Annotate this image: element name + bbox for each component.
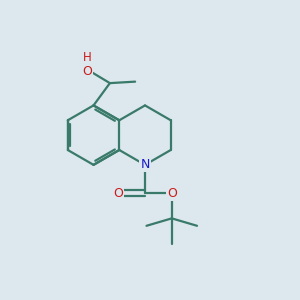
Text: H: H	[83, 51, 92, 64]
Text: O: O	[167, 187, 177, 200]
Text: N: N	[140, 158, 150, 171]
Text: O: O	[113, 187, 123, 200]
Text: O: O	[82, 65, 92, 78]
